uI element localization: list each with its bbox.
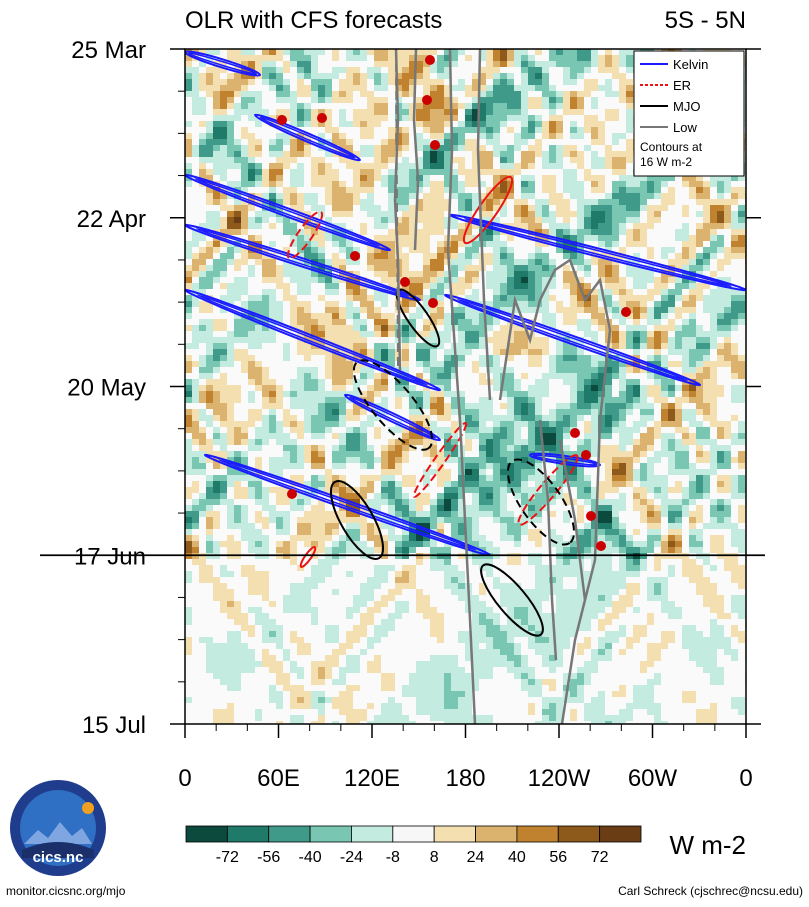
low-frequency-contour (412, 49, 420, 251)
colorbar-swatch (516, 825, 559, 843)
low-frequency-contour (498, 258, 612, 724)
x-tick-label: 180 (445, 765, 485, 792)
tropical-cyclone-icon (430, 140, 440, 150)
colorbar-swatch (268, 825, 311, 843)
low-frequency-contour (393, 49, 402, 371)
kelvin-contour (253, 113, 362, 162)
colorbar-swatch (226, 825, 270, 843)
x-tick-label: 120E (344, 765, 400, 792)
tropical-cyclone-icon (287, 489, 297, 499)
colorbar-label: 72 (591, 849, 609, 866)
kelvin-contour (196, 294, 429, 386)
kelvin-contour (218, 459, 477, 551)
legend-label: Low (673, 120, 697, 135)
low-frequency-contour (395, 49, 399, 371)
tropical-cyclone-icon (350, 251, 360, 261)
legend-label: ER (673, 78, 691, 93)
footer-credit: Carl Schreck (cjschrec@ncsu.edu) (618, 884, 803, 898)
kelvin-contour (185, 288, 442, 392)
y-tick-label: 15 Jul (82, 712, 146, 739)
legend-box (633, 50, 745, 177)
tropical-cyclone-icon (581, 450, 591, 460)
chart-region: 5S - 5N (665, 7, 746, 34)
legend-note: Contours at (640, 140, 703, 154)
colorbar-units: W m-2 (669, 830, 746, 860)
er-contour (286, 210, 324, 260)
tropical-cyclone-markers (277, 55, 631, 551)
y-tick-label: 17 Jun (74, 543, 146, 570)
tropical-cyclone-icon (428, 298, 438, 308)
colorbar-swatch (309, 825, 352, 843)
colorbar-label: 40 (508, 849, 526, 866)
colorbar-label: -56 (257, 849, 280, 866)
kelvin-contour (443, 293, 702, 387)
y-tick-label: 25 Mar (71, 37, 146, 64)
kelvin-contour (185, 173, 392, 252)
low-frequency-contour (446, 49, 477, 724)
logo-text: cics.nc (33, 849, 84, 866)
kelvin-contour (187, 52, 258, 75)
colorbar-swatch (392, 825, 435, 843)
legend-label: MJO (673, 99, 700, 114)
tropical-cyclone-icon (317, 113, 327, 123)
colorbar-swatch (185, 825, 228, 843)
tropical-cyclone-icon (277, 115, 287, 125)
colorbar-swatch (351, 825, 394, 843)
y-tick-label: 22 Apr (77, 206, 146, 233)
colorbar-label: 56 (549, 849, 567, 866)
kelvin-contour (343, 393, 442, 442)
kelvin-contour (456, 298, 689, 382)
legend-label: Kelvin (673, 57, 708, 72)
tropical-cyclone-icon (422, 95, 432, 105)
x-tick-label: 60W (628, 765, 678, 792)
colorbar-swatch (475, 825, 518, 843)
legend-note: 16 W m-2 (640, 155, 692, 169)
mjo-contour (480, 563, 544, 637)
wave-contours (185, 49, 746, 724)
colorbar-label: -24 (340, 849, 363, 866)
colorbar-swatch (599, 825, 642, 843)
colorbar-label: -40 (299, 849, 322, 866)
colorbar-swatch (433, 825, 476, 843)
colorbar-label: 24 (467, 849, 485, 866)
colorbar: -72 -56 -40 -24 -8 8 24 40 56 72 W m-2 (185, 825, 746, 866)
kelvin-contour (464, 217, 732, 288)
mjo-contour (352, 359, 434, 451)
low-frequency-contour (538, 419, 558, 661)
er-contour (517, 454, 579, 526)
low-frequency-contour (476, 49, 492, 401)
tropical-cyclone-icon (425, 55, 435, 65)
colorbar-label: -72 (216, 849, 239, 866)
colorbar-swatch (557, 825, 601, 843)
kelvin-contour (194, 177, 381, 248)
footer-url: monitor.cicsnc.org/mjo (6, 884, 126, 898)
x-tick-label: 60E (257, 765, 300, 792)
kelvin-contour (348, 396, 437, 439)
x-tick-label: 0 (739, 765, 752, 792)
tropical-cyclone-icon (586, 511, 596, 521)
tropical-cyclone-icon (400, 277, 410, 287)
x-tick-label: 120W (528, 765, 591, 792)
kelvin-contour (195, 227, 410, 298)
er-contour (412, 422, 468, 498)
tropical-cyclone-icon (570, 428, 580, 438)
low-frequency-contour (558, 439, 587, 601)
y-tick-label: 20 May (67, 375, 146, 402)
kelvin-contour (259, 116, 356, 159)
cics-logo: cics.nc (10, 780, 106, 876)
colorbar-label: 8 (430, 849, 439, 866)
mjo-contour (330, 480, 384, 560)
chart-title: OLR with CFS forecasts (185, 7, 442, 34)
colorbar-label: -8 (386, 849, 400, 866)
tropical-cyclone-icon (621, 307, 631, 317)
x-tick-label: 0 (178, 765, 191, 792)
axes: 0 60E 120E 180 120W 60W 0 25 Mar 22 Apr 20 May 17 … (40, 37, 765, 792)
tropical-cyclone-icon (596, 541, 606, 551)
kelvin-contour (185, 50, 262, 77)
